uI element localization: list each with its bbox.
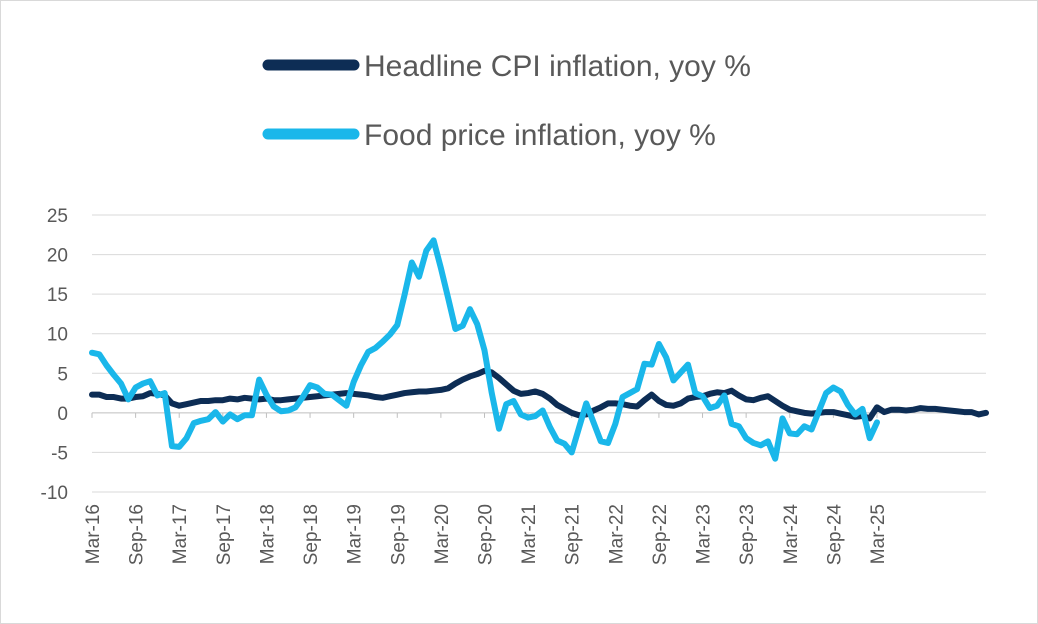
- series-line-headline-cpi: [89, 367, 989, 422]
- x-tick-label: Mar-22: [606, 504, 627, 564]
- x-tick-label: Sep-16: [127, 504, 148, 565]
- y-tick-label: 25: [47, 206, 68, 227]
- series-line-food-price: [89, 237, 880, 462]
- y-tick-label: 15: [47, 285, 68, 306]
- x-tick-label: Mar-20: [432, 504, 453, 564]
- x-tick-label: Mar-21: [519, 504, 540, 564]
- y-tick-label: -10: [41, 483, 68, 504]
- legend-label-food-price: Food price inflation, yoy %: [364, 119, 716, 152]
- x-tick-label: Mar-25: [868, 504, 889, 564]
- x-tick-label: Sep-20: [475, 504, 496, 565]
- legend-item-food-price[interactable]: Food price inflation, yoy %: [262, 119, 716, 152]
- y-tick-label: 10: [47, 325, 68, 346]
- y-axis: 25 20 15 10 5 0 -5 -10: [41, 206, 68, 504]
- x-tick-label: Sep-24: [824, 504, 845, 566]
- x-tick-label: Mar-16: [83, 504, 104, 564]
- x-tick-label: Mar-24: [781, 504, 802, 565]
- x-tick-label: Mar-19: [345, 504, 366, 564]
- x-axis: Mar-16 Sep-16 Mar-17 Sep-17 Mar-18 Sep-18 Mar-…: [83, 412, 986, 566]
- x-tick-label: Sep-21: [563, 504, 584, 565]
- x-tick-label: Mar-18: [257, 504, 278, 564]
- y-tick-label: 20: [47, 246, 68, 267]
- x-tick-label: Sep-22: [650, 504, 671, 565]
- gridlines: [92, 214, 986, 493]
- y-tick-label: -5: [51, 443, 68, 464]
- x-tick-label: Sep-17: [214, 504, 235, 565]
- y-tick-label: 5: [57, 364, 68, 385]
- series-layer: [89, 237, 989, 462]
- x-tick-label: Sep-19: [388, 504, 409, 565]
- x-tick-label: Mar-17: [170, 504, 191, 564]
- x-tick-label: Sep-23: [737, 504, 758, 565]
- x-tick-label: Mar-23: [694, 504, 715, 564]
- y-tick-label: 0: [57, 404, 68, 425]
- chart-legend: Headline CPI inflation, yoy % Food price…: [262, 50, 751, 152]
- x-tick-label: Sep-18: [301, 504, 322, 565]
- legend-label-headline-cpi: Headline CPI inflation, yoy %: [364, 50, 751, 83]
- legend-item-headline-cpi[interactable]: Headline CPI inflation, yoy %: [262, 50, 751, 83]
